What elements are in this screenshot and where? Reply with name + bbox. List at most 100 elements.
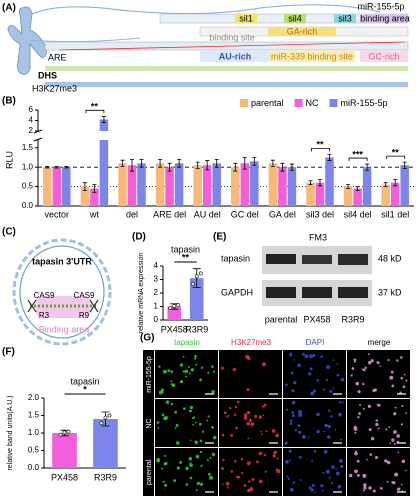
y-axis-label: relative mRNA expression [138, 253, 145, 334]
cell [332, 387, 335, 390]
bar [315, 182, 325, 206]
cell [232, 367, 236, 372]
cell [209, 475, 213, 480]
cell [391, 438, 395, 442]
region-label: ARE [48, 52, 67, 62]
bar [99, 140, 109, 206]
cell [353, 358, 357, 362]
bracket [386, 155, 406, 160]
cell [340, 438, 343, 441]
cell [400, 423, 403, 426]
row-label: NC [146, 418, 153, 428]
cell [309, 354, 314, 359]
data-dot [190, 281, 195, 286]
region-label: GA-rich [287, 26, 318, 36]
cell [160, 388, 164, 392]
panel-label: (G) [140, 333, 154, 344]
cell [379, 365, 381, 368]
row-label: parental [146, 459, 153, 485]
error-bar [214, 159, 219, 168]
y-axis-label: relative band units(A.U.) [7, 395, 14, 470]
y-tick-label: 1.5 [28, 411, 40, 420]
y-tick-label: 3 [154, 275, 159, 284]
cell [377, 427, 380, 430]
cell [386, 460, 391, 465]
cell [272, 454, 276, 458]
cell [199, 450, 203, 454]
cell [401, 405, 404, 408]
cell [199, 439, 203, 443]
protein-label: GAPDH [221, 287, 253, 297]
cell [188, 409, 192, 413]
bar [190, 278, 204, 320]
cell [354, 431, 357, 434]
title: tapasin 3'UTR [32, 256, 92, 266]
legend-label: NC [306, 98, 319, 108]
cell [179, 460, 183, 464]
bar [343, 186, 353, 206]
cell [351, 367, 355, 370]
panel-a: (A) miR-155-5p sil1 sil4 sil3 binding ar… [2, 1, 410, 93]
cell [222, 458, 225, 462]
cell [294, 429, 298, 432]
panel-label: (C) [2, 227, 16, 238]
cell [179, 363, 184, 367]
panel-label: (D) [132, 232, 146, 243]
cell [287, 477, 290, 481]
cell [326, 469, 330, 474]
data-dot [58, 432, 63, 437]
cell [386, 480, 389, 483]
cell [211, 390, 216, 394]
bar [306, 182, 315, 206]
cell [194, 440, 199, 445]
cell [188, 456, 193, 461]
x-tick-label: R3R9 [94, 472, 117, 482]
cell [164, 415, 168, 420]
bar [127, 165, 137, 206]
cell [276, 457, 279, 460]
connector [29, 37, 141, 43]
cell [335, 471, 340, 476]
site-label: sil3 [338, 13, 352, 23]
cell [206, 419, 209, 422]
bar [93, 419, 118, 468]
cell [220, 467, 224, 470]
bar [52, 433, 77, 468]
guide-label: R9 [79, 311, 90, 320]
bar [174, 163, 184, 206]
cell [304, 354, 309, 359]
x-tick-label: GC del [231, 209, 259, 219]
cell [240, 458, 244, 461]
cell [192, 416, 196, 419]
cell [308, 486, 312, 490]
panel-label: (B) [2, 96, 16, 107]
cell [324, 423, 328, 428]
cell [265, 430, 268, 433]
cell [390, 370, 394, 374]
cell [182, 355, 185, 358]
site-label: sil1 [239, 13, 253, 23]
cell [209, 457, 212, 460]
cell [273, 450, 277, 455]
cell [200, 366, 204, 369]
column-label: tapasin [174, 338, 200, 347]
cell [316, 379, 319, 382]
cell [364, 366, 367, 369]
cell [400, 356, 403, 359]
cell [160, 467, 163, 470]
cell [310, 391, 314, 396]
site-box [235, 14, 257, 23]
cell [291, 389, 295, 393]
cell [311, 483, 315, 487]
error-bar [82, 182, 87, 191]
bracket [85, 109, 105, 114]
track-label: H3K27me3 [32, 83, 77, 93]
cell [401, 459, 406, 464]
cell [291, 400, 296, 405]
cell [375, 422, 379, 427]
micrograph [347, 399, 410, 447]
cell [196, 481, 201, 486]
track-label: DHS [38, 70, 57, 80]
cell [262, 404, 265, 408]
column-label: H3K27me3 [231, 338, 272, 347]
